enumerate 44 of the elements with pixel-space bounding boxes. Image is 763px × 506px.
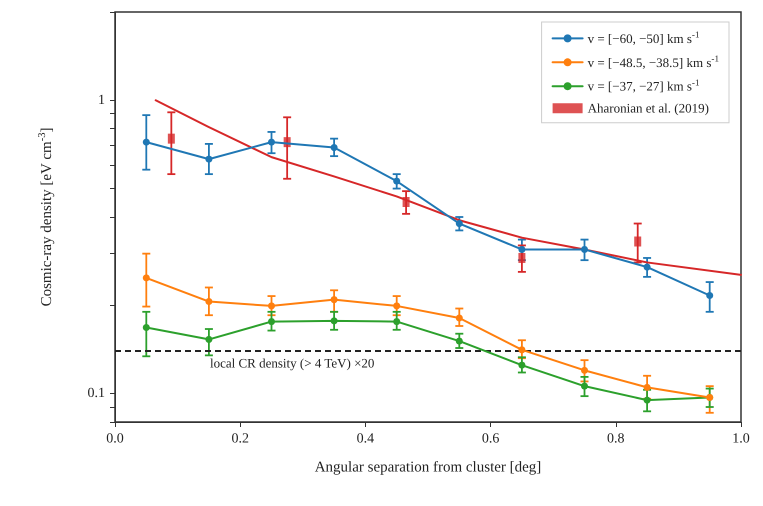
x-tick-label: 0.8: [607, 432, 625, 446]
point: [142, 274, 150, 282]
x-tick-label: 0.2: [231, 432, 249, 446]
y-tick-label: 1: [98, 92, 105, 108]
point: [393, 302, 400, 310]
ref-line-label: local CR density (> 4 TeV) ×20: [210, 356, 374, 371]
point: [518, 246, 526, 253]
line-series: [154, 99, 742, 276]
point: [268, 138, 275, 146]
point: [142, 324, 150, 331]
point: [268, 318, 275, 326]
legend-label: Aharonian et al. (2019): [588, 100, 709, 116]
y-tick-label: 0.1: [88, 386, 105, 402]
x-tick-label: 0.6: [482, 432, 500, 446]
point: [142, 138, 150, 146]
x-tick-label: 1.0: [732, 432, 750, 446]
point: [330, 317, 338, 324]
point: [644, 384, 651, 391]
point: [393, 178, 400, 185]
point: [205, 336, 212, 343]
point: [456, 338, 463, 345]
point: [330, 296, 338, 304]
point: [581, 366, 588, 374]
point: [205, 156, 212, 163]
point: [456, 314, 463, 322]
point: [644, 264, 651, 271]
point: [330, 144, 338, 152]
point: [706, 292, 714, 299]
point: [518, 252, 526, 263]
point: [634, 236, 642, 247]
point: [644, 396, 651, 404]
x-tick-label: 0.0: [106, 432, 124, 446]
point: [518, 362, 526, 369]
x-tick-label: 0.4: [356, 432, 374, 446]
point: [268, 302, 275, 310]
point: [456, 220, 463, 228]
point: [581, 246, 588, 253]
y-axis-title: Cosmic-ray density [eV cm-3]: [37, 127, 55, 306]
x-axis-title: Angular separation from cluster [deg]: [314, 460, 542, 476]
point: [393, 318, 400, 326]
point: [518, 346, 526, 354]
point: [205, 298, 212, 306]
point: [581, 382, 588, 390]
point: [168, 134, 175, 144]
